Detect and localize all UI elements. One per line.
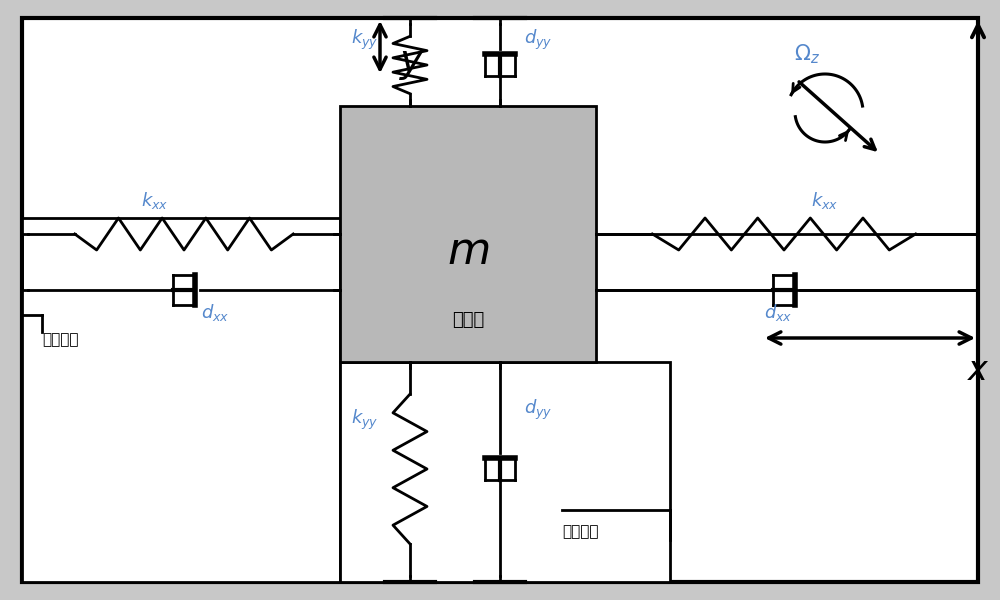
Text: 电容测量: 电容测量 — [42, 332, 78, 347]
Text: 电容测量: 电容测量 — [562, 524, 598, 539]
Text: $y$: $y$ — [399, 44, 425, 82]
Text: $x$: $x$ — [967, 353, 989, 386]
Text: $d_{xx}$: $d_{xx}$ — [764, 302, 792, 323]
Text: $k_{xx}$: $k_{xx}$ — [141, 190, 169, 211]
Text: 质量块: 质量块 — [452, 311, 484, 329]
Bar — [340, 106, 596, 362]
Bar — [340, 362, 670, 582]
Text: $d_{xx}$: $d_{xx}$ — [201, 302, 229, 323]
Text: $k_{yy}$: $k_{yy}$ — [351, 408, 379, 432]
Text: $d_{yy}$: $d_{yy}$ — [524, 398, 552, 422]
Bar — [22, 218, 340, 582]
Text: $\Omega_z$: $\Omega_z$ — [794, 42, 820, 66]
Text: $k_{yy}$: $k_{yy}$ — [351, 28, 379, 52]
Text: $d_{yy}$: $d_{yy}$ — [524, 28, 552, 52]
Text: $m$: $m$ — [447, 230, 489, 274]
Text: $k_{xx}$: $k_{xx}$ — [811, 190, 839, 211]
